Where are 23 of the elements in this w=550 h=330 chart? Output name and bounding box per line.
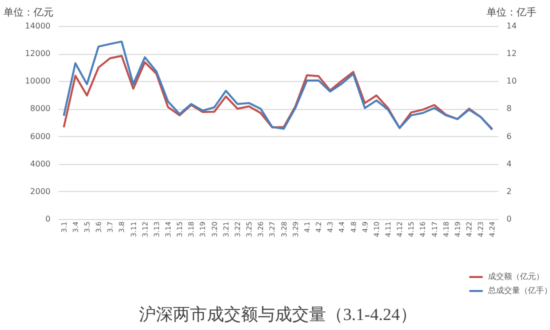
y2-tick-label: 6 <box>506 132 512 141</box>
y-tick-label: 8000 <box>30 104 50 114</box>
y-tick-label: 2000 <box>30 186 50 196</box>
y2-tick-label: 12 <box>506 49 517 58</box>
y-tick-label: 12000 <box>25 49 50 58</box>
y-axis-title: 单位：亿元 <box>4 6 54 18</box>
y2-axis-title: 单位：亿手 <box>486 6 536 18</box>
y2-tick-label: 0 <box>506 214 512 224</box>
line-series <box>62 54 494 130</box>
y-tick-label: 14000 <box>25 22 50 30</box>
y-tick-label: 4000 <box>30 159 50 168</box>
y2-tick-label: 2 <box>506 186 512 196</box>
legend-label: 成交额（亿元） <box>488 272 544 281</box>
y2-tick-label: 14 <box>506 22 517 30</box>
y-tick-label: 0 <box>45 214 50 224</box>
legend-label: 总成交量（亿手） <box>487 286 550 295</box>
y-tick-label: 10000 <box>25 76 50 86</box>
y-tick-label: 6000 <box>30 132 50 141</box>
y2-tick-label: 4 <box>506 159 512 168</box>
text: 沪深两市成交额与成交量（3.1-4.24） <box>139 305 417 324</box>
line-series <box>62 40 494 131</box>
y2-tick-label: 8 <box>506 104 512 114</box>
y2-tick-label: 10 <box>506 76 517 86</box>
